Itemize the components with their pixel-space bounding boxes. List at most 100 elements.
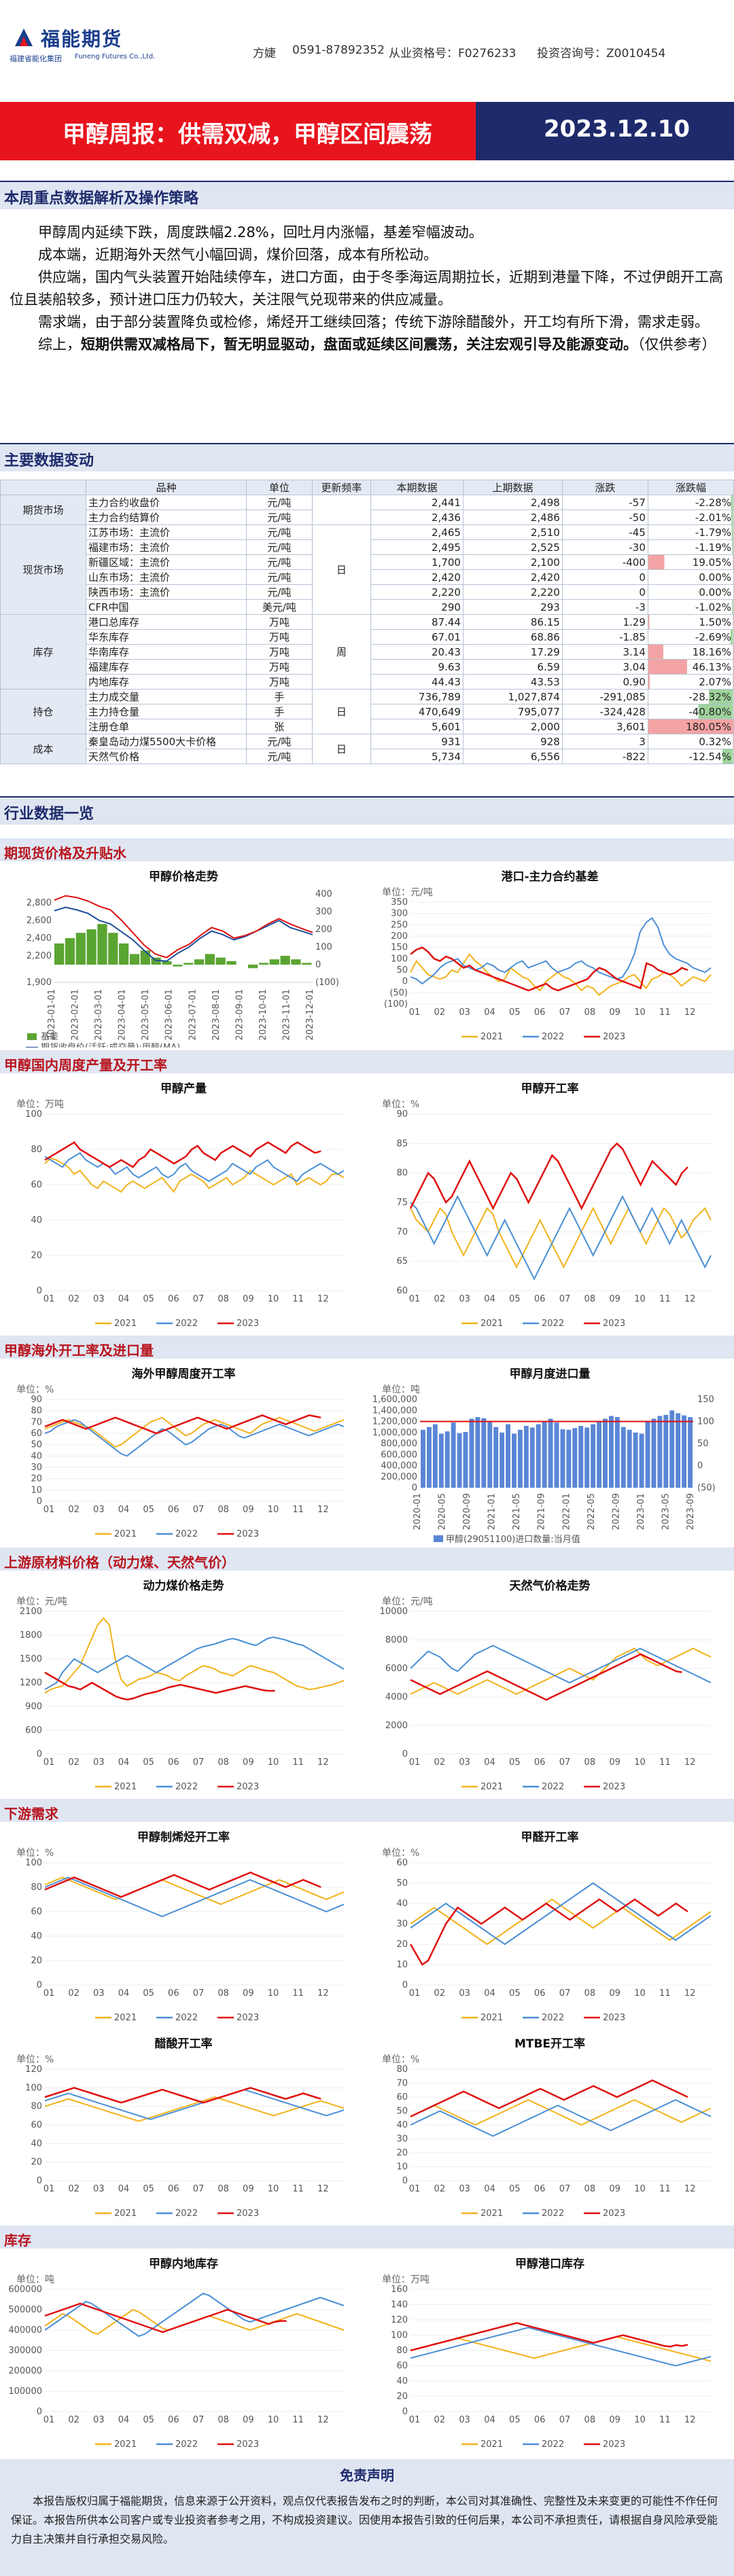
item-unit: 手 [246, 689, 313, 704]
subheader-basis: 期现货价格及升贴水 [0, 838, 734, 861]
basis-bar [184, 963, 194, 965]
item-unit: 元/吨 [246, 539, 313, 555]
legend-label: 2022 [542, 2439, 564, 2450]
subheader-stock: 库存 [0, 2225, 734, 2249]
item-name: 福建库存 [85, 659, 247, 675]
analyst-name: 方婕 [253, 47, 276, 60]
basis-bar [140, 950, 150, 965]
item-unit: 万吨 [246, 629, 313, 645]
disclaimer-text: 本报告版权归属于福能期货，信息来源于公开资料，观点仅代表报告发布之时的判断，本公… [11, 2494, 718, 2545]
legend-label: 2022 [542, 1319, 564, 1329]
previous-value: 2,100 [462, 554, 563, 570]
y-tick-label: 300 [315, 907, 332, 917]
change-value: 0 [561, 569, 648, 585]
item-unit: 元/吨 [246, 584, 313, 600]
y-tick-label: 20 [31, 1956, 42, 1966]
chart-unit: 单位：% [16, 1384, 54, 1395]
legend-label: 2021 [480, 1319, 503, 1329]
x-tick-label: 01 [409, 1007, 421, 1018]
y-tick-label: 140 [391, 2300, 408, 2310]
item-unit: 美元/吨 [246, 599, 313, 615]
x-tick-label: 04 [118, 2415, 130, 2425]
chart-unit: 单位：% [16, 2054, 54, 2065]
basis-bar [269, 959, 279, 965]
current-value: 736,789 [370, 689, 464, 704]
y-tick-label: 70 [396, 2079, 408, 2089]
x-tick-label: 12 [684, 1988, 696, 1999]
change-value: -1.85 [561, 629, 648, 645]
series-line [54, 895, 313, 959]
x-tick-label: 02 [68, 2415, 80, 2425]
disclaimer-title: 免责声明 [340, 2467, 394, 2484]
item-unit: 元/吨 [246, 524, 313, 540]
import-bar [651, 1418, 657, 1488]
x-tick-label: 2023-05 [661, 1493, 671, 1530]
x-tick-label: 03 [459, 1988, 470, 1999]
x-tick-label: 03 [93, 1505, 105, 1515]
x-tick-label: 2020-09 [462, 1493, 472, 1530]
x-tick-label: 01 [43, 1988, 55, 1999]
basis-bar [226, 961, 237, 965]
item-name: 山东市场：主流价 [85, 569, 247, 585]
series-line-2021 [44, 1416, 345, 1448]
x-tick-label: 04 [118, 1505, 130, 1515]
y-tick-label: 60 [31, 2120, 42, 2130]
legend-label: 2023 [237, 2013, 259, 2023]
subheader-overseas: 甲醇海外开工率及进口量 [0, 1336, 734, 1359]
col-header: 单位 [246, 480, 313, 495]
x-tick-label: 01 [43, 1757, 55, 1768]
series-line [54, 906, 313, 962]
y-tick-label: 60 [31, 1429, 42, 1439]
table-row: 期货市场 主力合约收盘价 元/吨 2,441 2,498 -57 -2.28% [0, 495, 734, 525]
change-value: -45 [561, 524, 648, 540]
import-bar [639, 1433, 644, 1488]
y-tick-label: 400,000 [381, 1461, 417, 1471]
x-tick-label: 2023-05-01 [141, 989, 151, 1041]
series-line-2023 [410, 2079, 688, 2117]
y-tick-label: 20 [31, 1251, 42, 1261]
x-tick-label: 02 [68, 2184, 80, 2194]
basis-bar [151, 957, 161, 965]
item-name: 内地库存 [85, 674, 247, 690]
analysis-paragraph: 成本端，近期海外天然气小幅回调，煤价回落，成本有所松动。 [38, 247, 438, 263]
change-value: -324,428 [561, 704, 648, 719]
y-tick-label: 0 [402, 2176, 408, 2186]
y-tick-label: 30 [396, 1919, 408, 1929]
import-bar [463, 1431, 468, 1488]
x-tick-label: 04 [484, 1757, 495, 1768]
change-value: -291,085 [561, 689, 648, 704]
y-tick-label: 300000 [8, 2346, 42, 2356]
legend-label: 2022 [542, 1032, 564, 1042]
legend-label: 2021 [114, 2208, 137, 2219]
y-tick-label: 80 [396, 2064, 408, 2075]
y-tick-label: 400000 [8, 2325, 42, 2336]
x-tick-label: 2023-09 [686, 1493, 696, 1530]
x-tick-label: 04 [118, 1294, 130, 1304]
x-tick-label: 10 [634, 1757, 646, 1768]
basis-bar [280, 956, 290, 965]
item-unit: 元/吨 [246, 554, 313, 570]
legend-label: 2023 [603, 1319, 625, 1329]
change-pct: 1.50% [647, 614, 734, 630]
current-value: 5,601 [370, 719, 464, 734]
analysis-paragraph: 需求端，由于部分装置降负或检修，烯烃开工继续回落；传统下游除醋酸外，开工均有所下… [38, 314, 709, 330]
analysis-paragraph: 甲醇周内延续下跌，周度跌幅2.28%，回吐月内涨幅，基差窄幅波动。 [38, 224, 483, 240]
x-tick-label: 12 [317, 1988, 329, 1999]
basis-bar [75, 933, 86, 965]
x-tick-label: 06 [168, 2415, 179, 2425]
series-line-2021 [44, 1876, 345, 1906]
legend-label: 2021 [114, 1319, 137, 1329]
x-tick-label: 09 [243, 1757, 254, 1768]
previous-value: 2,525 [462, 539, 563, 555]
col-header: 涨跌幅 [647, 480, 734, 495]
y-tick-label: 200 [315, 925, 332, 935]
chart-title: 甲醇内地库存 [149, 2257, 218, 2271]
x-tick-label: 09 [609, 2184, 621, 2194]
item-name: 陕西市场：主流价 [85, 584, 247, 600]
change-pct: 19.05% [647, 554, 734, 570]
series-line-2023 [409, 1142, 688, 1211]
x-tick-label: 10 [268, 1988, 279, 1999]
x-tick-label: 05 [143, 2184, 154, 2194]
